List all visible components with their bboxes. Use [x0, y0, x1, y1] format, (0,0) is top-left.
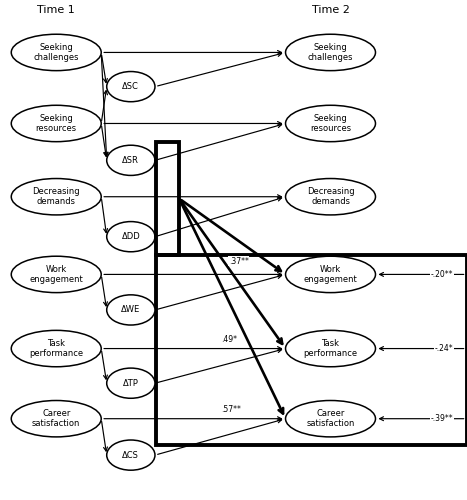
Text: ΔSC: ΔSC	[122, 82, 139, 91]
Ellipse shape	[285, 256, 375, 292]
Ellipse shape	[106, 368, 155, 398]
Text: .49*: .49*	[221, 335, 237, 344]
Text: .57**: .57**	[221, 406, 241, 414]
Text: ΔCS: ΔCS	[122, 450, 139, 460]
Text: Decreasing
demands: Decreasing demands	[32, 187, 80, 206]
Ellipse shape	[106, 145, 155, 176]
Ellipse shape	[285, 330, 375, 367]
Ellipse shape	[11, 256, 101, 292]
Ellipse shape	[106, 72, 155, 102]
Text: Seeking
resources: Seeking resources	[310, 114, 351, 133]
Text: Seeking
challenges: Seeking challenges	[308, 42, 353, 62]
Text: Task
performance: Task performance	[304, 339, 358, 358]
Text: -.20**: -.20**	[431, 270, 453, 279]
Ellipse shape	[106, 440, 155, 470]
Text: ΔDD: ΔDD	[121, 232, 140, 241]
Text: ΔWE: ΔWE	[121, 306, 141, 314]
Text: Career
satisfaction: Career satisfaction	[306, 409, 355, 428]
Ellipse shape	[11, 400, 101, 437]
Ellipse shape	[11, 178, 101, 215]
Ellipse shape	[11, 330, 101, 367]
Text: Time 2: Time 2	[311, 4, 349, 15]
Ellipse shape	[285, 178, 375, 215]
Text: Decreasing
demands: Decreasing demands	[307, 187, 354, 206]
Text: Seeking
challenges: Seeking challenges	[34, 42, 79, 62]
Text: Time 1: Time 1	[37, 4, 75, 15]
Ellipse shape	[285, 34, 375, 70]
Text: Work
engagement: Work engagement	[304, 264, 357, 284]
Ellipse shape	[285, 106, 375, 142]
Text: -.24*: -.24*	[435, 344, 453, 353]
Bar	[156, 142, 179, 256]
Ellipse shape	[11, 34, 101, 70]
Ellipse shape	[106, 222, 155, 252]
Text: -.39**: -.39**	[431, 414, 453, 423]
Ellipse shape	[11, 106, 101, 142]
Text: ΔSR: ΔSR	[122, 156, 139, 165]
Text: Seeking
resources: Seeking resources	[35, 114, 77, 133]
Bar	[156, 256, 467, 445]
Text: Task
performance: Task performance	[29, 339, 83, 358]
Ellipse shape	[285, 400, 375, 437]
Ellipse shape	[106, 295, 155, 325]
Text: Career
satisfaction: Career satisfaction	[32, 409, 80, 428]
Text: .37**: .37**	[229, 256, 248, 266]
Text: ΔTP: ΔTP	[123, 378, 139, 388]
Text: Work
engagement: Work engagement	[29, 264, 83, 284]
